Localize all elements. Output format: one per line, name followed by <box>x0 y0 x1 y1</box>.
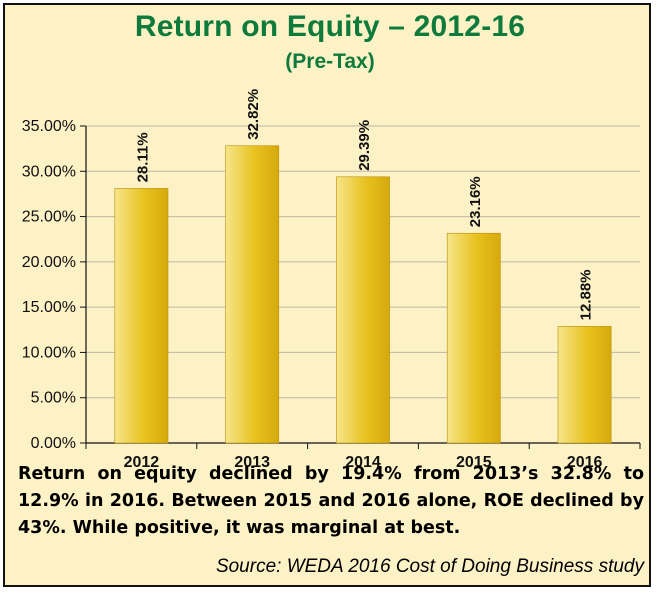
x-tick-labels: 2012 2013 2014 2015 2016 <box>124 454 603 471</box>
data-labels: 28.11% 32.82% 29.39% 23.16% 12.88% <box>134 89 594 320</box>
y-tick-label: 30.00% <box>22 163 76 180</box>
y-tick-label: 5.00% <box>31 390 76 407</box>
x-tick-label: 2015 <box>456 454 492 471</box>
bars <box>114 145 612 444</box>
y-tick-label: 25.00% <box>22 209 76 226</box>
x-tick-label: 2016 <box>567 454 603 471</box>
bar-2014 <box>336 176 390 444</box>
chart-subtitle: (Pre-Tax) <box>285 50 375 73</box>
bar-2016 <box>557 326 612 444</box>
bar-2012 <box>114 188 169 444</box>
data-label-2012: 28.11% <box>134 132 151 182</box>
data-label-2013: 32.82% <box>245 89 262 140</box>
y-tick-label: 0.00% <box>31 435 76 452</box>
data-label-2016: 12.88% <box>578 269 595 320</box>
chart-title: Return on Equity – 2012-16 <box>134 10 526 43</box>
caption-text: Return on equity declined by 19.4% from … <box>18 464 644 538</box>
source-note: Source: WEDA 2016 Cost of Doing Business… <box>215 556 644 577</box>
y-tick-labels: 0.00% 5.00% 10.00% 15.00% 20.00% 25.00% 30.00%… <box>22 118 76 452</box>
y-tick-label: 10.00% <box>22 344 76 361</box>
chart-panel <box>3 3 651 587</box>
y-tick-label: 35.00% <box>22 118 76 135</box>
bar-2013 <box>225 145 280 444</box>
x-tick-label: 2014 <box>345 454 381 471</box>
y-tick-label: 15.00% <box>22 299 76 316</box>
x-tick-label: 2013 <box>234 454 270 471</box>
data-label-2014: 29.39% <box>356 120 373 171</box>
y-tick-label: 20.00% <box>22 254 76 271</box>
x-tick-label: 2012 <box>124 454 160 471</box>
bar-2015 <box>446 232 501 444</box>
data-label-2015: 23.16% <box>467 176 484 227</box>
